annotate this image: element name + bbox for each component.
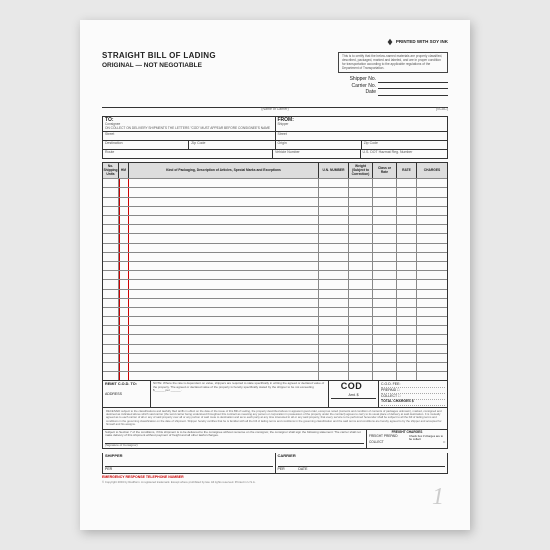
shipper-label: SHIPPER <box>105 454 273 458</box>
carrier-no-field[interactable] <box>378 84 448 89</box>
remit-address-label: ADDRESS <box>105 393 148 397</box>
table-row[interactable] <box>103 178 447 187</box>
table-body <box>103 178 447 380</box>
freight-charges-block: FREIGHT CHARGES FREIGHT PREPAIDCheck box… <box>367 430 447 449</box>
carrier-name-line[interactable]: (Name of Carrier) (SCAC) <box>102 102 448 108</box>
vehicle-field[interactable]: Vehicle Number <box>272 150 360 158</box>
carrier-per: PER <box>278 467 285 471</box>
to-destination[interactable]: Destination <box>103 141 188 149</box>
table-row[interactable] <box>103 187 447 196</box>
fine-print: RECEIVED subject to the classifications … <box>102 408 448 430</box>
title-block: STRAIGHT BILL OF LADING ORIGINAL — NOT N… <box>102 52 216 69</box>
table-row[interactable] <box>103 362 447 371</box>
table-row[interactable] <box>103 344 447 353</box>
table-row[interactable] <box>103 325 447 334</box>
shipper-sig-block: SHIPPER PER <box>103 453 275 472</box>
hazmat-field[interactable]: U.S. DOT Hazmat Reg. Number <box>360 150 448 158</box>
table-row[interactable] <box>103 279 447 288</box>
table-row[interactable] <box>103 252 447 261</box>
section7-text: Subject to Section 7 of the conditions, … <box>103 430 367 449</box>
items-table: No. Shipping Units HM Kind of Packaging,… <box>102 162 448 381</box>
carrier-name-caption: (Name of Carrier) <box>261 108 288 112</box>
header-row: STRAIGHT BILL OF LADING ORIGINAL — NOT N… <box>102 52 448 73</box>
cod-block: COD Amt. $ <box>329 381 379 406</box>
below-table-row: REMIT C.O.D. TO: ADDRESS NOTE: Where the… <box>102 381 448 407</box>
logo-row: PRINTED WITH SOY INK <box>102 38 448 46</box>
address-rows: Street Street Destination Zip Code Origi… <box>102 132 448 159</box>
shipper-no-field[interactable] <box>378 78 448 83</box>
col-units: No. Shipping Units <box>103 163 119 178</box>
soy-ink-logo: PRINTED WITH SOY INK <box>386 38 448 46</box>
cod-amt[interactable]: Amt. $ <box>331 394 376 399</box>
to-col: TO: Consignee ON COLLECT ON DELIVERY SHI… <box>103 117 276 132</box>
value-note: NOTE: Where the rate is dependent on val… <box>151 381 329 406</box>
date-label: Date <box>365 89 376 95</box>
freight-row: Subject to Section 7 of the conditions, … <box>102 430 448 450</box>
table-row[interactable] <box>103 215 447 224</box>
table-row[interactable] <box>103 316 447 325</box>
table-row[interactable] <box>103 270 447 279</box>
form-number: 1 <box>432 484 444 510</box>
shipper-no-label: Shipper No. <box>350 76 376 82</box>
to-from-header: TO: Consignee ON COLLECT ON DELIVERY SHI… <box>102 116 448 133</box>
form-title: STRAIGHT BILL OF LADING <box>102 52 216 61</box>
table-row[interactable] <box>103 289 447 298</box>
table-row[interactable] <box>103 298 447 307</box>
meta-lines: Shipper No. Carrier No. Date <box>102 77 448 96</box>
carrier-sig-block: CARRIER PER DATE <box>275 453 448 472</box>
table-row[interactable] <box>103 206 447 215</box>
col-weight: Weight (Subject to Correction) <box>349 163 373 178</box>
form-subtitle: ORIGINAL — NOT NEGOTIABLE <box>102 62 216 69</box>
table-row[interactable] <box>103 334 447 343</box>
certification-box: This is to certify that the below-named … <box>338 52 448 73</box>
cod-fee-label: C.O.D. FEE: <box>381 383 400 387</box>
shipper-per: PER <box>105 467 112 471</box>
signature-row: SHIPPER PER CARRIER PER DATE <box>102 453 448 473</box>
carrier-date: DATE <box>298 467 307 471</box>
table-header: No. Shipping Units HM Kind of Packaging,… <box>103 163 447 178</box>
charges-block: C.O.D. FEE: PREPAID □ COLLECT □ TOTAL CH… <box>379 381 447 406</box>
col-hm: HM <box>119 163 129 178</box>
bill-of-lading-form: PRINTED WITH SOY INK STRAIGHT BILL OF LA… <box>80 20 470 530</box>
remit-block: REMIT C.O.D. TO: ADDRESS <box>103 381 151 406</box>
freight-check: Check box if charges are to be collect <box>409 435 445 441</box>
col-charges: CHARGES <box>417 163 447 178</box>
table-row[interactable] <box>103 243 447 252</box>
collect-label[interactable]: COLLECT □ <box>381 395 400 399</box>
total-label: TOTAL CHARGES $ <box>381 400 414 404</box>
from-sub: Shipper <box>278 123 446 127</box>
route-field[interactable]: Route <box>103 150 272 158</box>
to-zip[interactable]: Zip Code <box>188 141 274 149</box>
to-street[interactable]: Street <box>103 132 275 140</box>
table-row[interactable] <box>103 353 447 362</box>
remit-label: REMIT C.O.D. TO: <box>105 382 148 386</box>
col-rate: RATE <box>397 163 417 178</box>
date-field[interactable] <box>378 91 448 96</box>
from-zip[interactable]: Zip Code <box>361 141 447 149</box>
from-street[interactable]: Street <box>275 132 448 140</box>
carrier-no-label: Carrier No. <box>352 83 376 89</box>
from-origin[interactable]: Origin <box>275 141 361 149</box>
table-row[interactable] <box>103 224 447 233</box>
col-class: Class or Rate <box>373 163 397 178</box>
col-desc: Kind of Packaging, Description of Articl… <box>129 163 319 178</box>
freight-collect[interactable]: COLLECT <box>369 441 384 445</box>
scac-caption: (SCAC) <box>436 108 448 112</box>
footer-copyright: © Copyright 2004 by Rediform. A register… <box>102 481 448 484</box>
table-row[interactable] <box>103 307 447 316</box>
from-col: FROM: Shipper <box>276 117 448 132</box>
table-row[interactable] <box>103 371 447 380</box>
table-row[interactable] <box>103 197 447 206</box>
table-row[interactable] <box>103 261 447 270</box>
cod-label: COD <box>341 382 363 392</box>
table-row[interactable] <box>103 233 447 242</box>
carrier-label: CARRIER <box>278 454 446 458</box>
col-un: U.N. NUMBER <box>319 163 349 178</box>
emergency-phone-label: EMERGENCY RESPONSE TELEPHONE NUMBER <box>102 476 448 480</box>
prepaid-label[interactable]: PREPAID □ <box>381 389 399 393</box>
shipper-sig-line[interactable] <box>105 461 273 467</box>
consignor-sig-caption: (Signature of Consignor) <box>105 444 364 447</box>
cod-note: ON COLLECT ON DELIVERY SHIPMENTS THE LET… <box>105 127 273 131</box>
logo-text: PRINTED WITH SOY INK <box>396 40 448 45</box>
